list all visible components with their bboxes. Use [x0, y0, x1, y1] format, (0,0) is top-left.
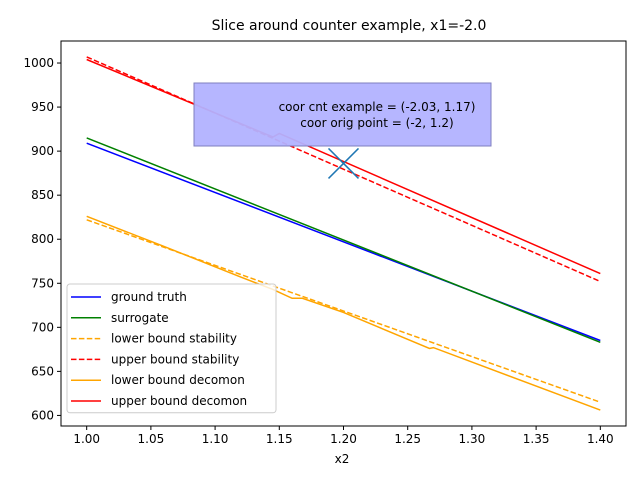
x-axis-label: x2 [335, 452, 350, 466]
y-tick-label: 600 [31, 408, 54, 422]
legend: ground truth surrogate lower bound stabili… [66, 283, 277, 414]
x-tick-label: 1.00 [73, 432, 100, 446]
series-line-upper-bound-stability [86, 56, 601, 283]
x-tick-label: 1.20 [330, 432, 357, 446]
chart-title: Slice around counter example, x1=-2.0 [212, 18, 487, 34]
legend-label-surrogate: surrogate [111, 311, 169, 325]
legend-label-lower-bound-stability: lower bound stability [111, 332, 237, 346]
y-tick-label: 850 [31, 188, 54, 202]
x-tick-label: 1.25 [394, 432, 421, 446]
y-tick-label: 800 [31, 232, 54, 246]
series-line-lower-bound-decomon [86, 215, 601, 411]
y-tick-label: 750 [31, 276, 54, 290]
x-tick-label: 1.30 [459, 432, 486, 446]
axes: 1.00 1.05 1.10 1.15 1.20 1.25 1.30 1.35 1.40 600 6… [23, 40, 627, 446]
legend-box [66, 283, 277, 414]
annotation-line-2: coor orig point = (-2, 1.2) [300, 116, 453, 130]
x-tick-label: 1.40 [587, 432, 614, 446]
marker-x-stroke-2 [327, 147, 360, 179]
y-tick-label: 1000 [23, 56, 54, 70]
x-tick-label: 1.10 [202, 432, 229, 446]
y-tick-label: 950 [31, 100, 54, 114]
y-tick-label: 650 [31, 364, 54, 378]
annotation-box [193, 82, 492, 147]
y-tick-label: 700 [31, 320, 54, 334]
annotation: coor cnt example = (-2.03, 1.17) coor or… [193, 82, 492, 147]
legend-label-ground-truth: ground truth [111, 290, 187, 304]
legend-label-lower-bound-decomon: lower bound decomon [111, 373, 245, 387]
annotation-line-1: coor cnt example = (-2.03, 1.17) [279, 100, 476, 114]
x-tick-label: 1.35 [523, 432, 550, 446]
marker-layer [327, 147, 360, 179]
legend-label-upper-bound-decomon: upper bound decomon [111, 394, 247, 408]
x-tick-label: 1.05 [138, 432, 165, 446]
x-tick-label: 1.15 [266, 432, 293, 446]
series-line-surrogate [86, 137, 601, 343]
y-tick-label: 900 [31, 144, 54, 158]
legend-label-upper-bound-stability: upper bound stability [111, 352, 239, 366]
